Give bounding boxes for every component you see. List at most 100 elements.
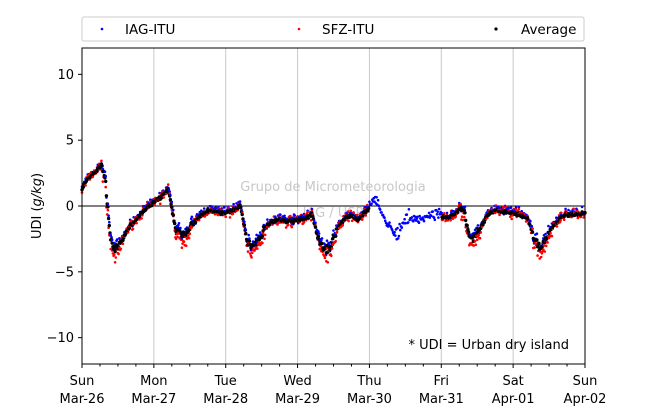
point-sfz-itu — [542, 244, 546, 247]
point-iag-itu — [310, 207, 314, 211]
point-sfz-itu — [474, 243, 478, 246]
x-tick-label-date: Mar-27 — [131, 392, 176, 407]
point-iag-itu — [312, 218, 316, 222]
point-iag-itu — [109, 233, 112, 237]
point-iag-itu — [293, 214, 297, 217]
point-iag-itu — [110, 235, 113, 239]
point-iag-itu — [564, 207, 567, 211]
point-sfz-itu — [91, 175, 95, 179]
point-sfz-itu — [555, 225, 559, 228]
point-iag-itu — [378, 208, 382, 211]
x-tick-label-date: Mar-29 — [275, 392, 320, 407]
point-sfz-itu — [364, 214, 368, 217]
point-sfz-itu — [187, 234, 190, 237]
point-iag-itu — [317, 232, 321, 235]
point-iag-itu — [427, 211, 431, 215]
point-sfz-itu — [546, 241, 549, 244]
point-sfz-itu — [549, 231, 552, 235]
point-average — [170, 205, 174, 209]
point-average — [291, 221, 295, 225]
point-average — [247, 239, 252, 243]
point-sfz-itu — [550, 234, 554, 238]
point-iag-itu — [418, 214, 422, 218]
point-average — [169, 202, 173, 206]
point-iag-itu — [399, 228, 402, 232]
point-average — [481, 223, 485, 227]
point-iag-itu — [396, 226, 399, 230]
point-iag-itu — [258, 231, 262, 234]
point-sfz-itu — [559, 219, 562, 222]
point-iag-itu — [383, 219, 387, 222]
point-average — [110, 241, 114, 245]
point-iag-itu — [414, 215, 417, 219]
y-tick-label: 10 — [57, 68, 74, 83]
point-sfz-itu — [461, 218, 465, 222]
x-tick-label-date: Apr-01 — [492, 392, 535, 407]
point-sfz-itu — [117, 252, 120, 256]
y-axis: −10 −5 0 5 10 — [47, 68, 82, 346]
point-iag-itu — [473, 228, 477, 232]
point-sfz-itu — [263, 233, 267, 237]
point-iag-itu — [435, 213, 439, 216]
point-iag-itu — [544, 232, 547, 236]
point-iag-itu — [445, 211, 449, 215]
point-sfz-itu — [572, 207, 575, 211]
point-sfz-itu — [510, 217, 513, 221]
point-iag-itu — [393, 230, 396, 234]
point-sfz-itu — [355, 213, 359, 217]
point-iag-itu — [317, 230, 320, 233]
point-sfz-itu — [544, 244, 548, 248]
point-sfz-itu — [119, 247, 123, 251]
point-iag-itu — [417, 221, 421, 224]
point-sfz-itu — [360, 218, 364, 221]
x-tick-label-day: Fri — [434, 374, 450, 389]
point-sfz-itu — [140, 217, 143, 220]
point-sfz-itu — [289, 214, 292, 218]
point-iag-itu — [407, 208, 411, 211]
point-sfz-itu — [284, 226, 288, 229]
point-iag-itu — [514, 206, 518, 209]
point-sfz-itu — [517, 207, 521, 211]
point-average — [160, 196, 164, 200]
point-sfz-itu — [113, 261, 117, 264]
point-iag-itu — [433, 218, 437, 222]
point-iag-itu — [107, 214, 110, 217]
point-average — [113, 249, 117, 254]
point-sfz-itu — [318, 247, 322, 251]
point-iag-itu — [396, 237, 400, 240]
point-sfz-itu — [138, 218, 141, 221]
point-sfz-itu — [330, 247, 334, 250]
point-sfz-itu — [251, 251, 254, 255]
point-sfz-itu — [131, 227, 135, 231]
point-sfz-itu — [309, 219, 313, 222]
legend-box — [81, 16, 585, 42]
y-axis-label: UDI (g/kg) — [30, 173, 45, 239]
point-average — [127, 226, 132, 230]
point-sfz-itu — [463, 215, 466, 219]
point-average — [334, 234, 338, 238]
x-tick-label-date: Mar-26 — [60, 392, 105, 407]
x-tick-label-day: Thu — [356, 374, 381, 389]
point-iag-itu — [325, 239, 329, 242]
point-iag-itu — [232, 202, 235, 206]
point-sfz-itu — [334, 239, 338, 243]
point-iag-itu — [380, 211, 383, 214]
point-sfz-itu — [326, 261, 330, 264]
point-iag-itu — [217, 205, 220, 209]
point-sfz-itu — [250, 256, 253, 259]
x-tick-label-date: Mar-28 — [203, 392, 248, 407]
y-tick-label: 5 — [66, 134, 74, 149]
point-sfz-itu — [190, 226, 194, 229]
point-iag-itu — [169, 193, 172, 197]
x-tick-label-date: Mar-31 — [419, 392, 464, 407]
point-sfz-itu — [159, 202, 162, 206]
point-iag-itu — [404, 221, 407, 225]
point-iag-itu — [535, 232, 539, 235]
x-tick-label-date: Apr-02 — [564, 392, 607, 407]
point-average — [95, 169, 99, 173]
point-sfz-itu — [352, 211, 355, 214]
point-sfz-itu — [358, 213, 362, 216]
point-sfz-itu — [542, 248, 545, 251]
y-tick-label: 0 — [66, 200, 74, 215]
